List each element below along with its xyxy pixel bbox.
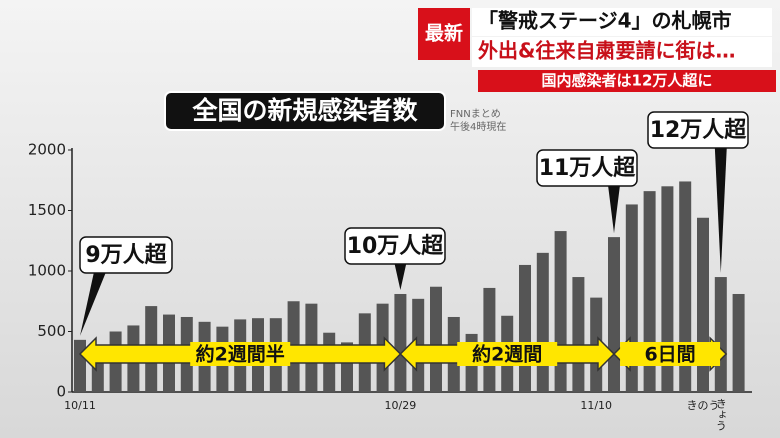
x-tick-label: きょう [714, 398, 727, 431]
headline-2: 外出&往来自粛要請に街は… [478, 39, 735, 63]
bar [661, 186, 674, 392]
bar [483, 287, 496, 392]
callout-pointer [80, 272, 106, 336]
callout-box [344, 227, 446, 265]
span-label-bg [457, 342, 558, 366]
bar [554, 231, 567, 392]
headline-box [472, 8, 772, 36]
headline-box [472, 37, 772, 67]
note: 午後4時現在 [450, 120, 506, 133]
y-tick-label: 1000 [28, 262, 66, 280]
y-tick-label: 1500 [28, 201, 66, 219]
tag-box [418, 8, 470, 60]
x-tick-label: 10/11 [64, 399, 96, 412]
bar [74, 339, 86, 392]
tag: 最新 [425, 22, 463, 45]
bar [732, 293, 745, 392]
bar [643, 191, 656, 392]
headline-1: 「警戒ステージ4」の札幌市 [478, 9, 732, 33]
y-tick-label: 0 [56, 383, 66, 401]
span-label-bg [620, 342, 721, 366]
x-tick-label: 11/10 [580, 399, 612, 412]
x-tick-label: きのう [687, 399, 720, 412]
bar [519, 264, 531, 392]
x-tick-label: 10/29 [385, 399, 417, 412]
bar [572, 277, 585, 392]
callout-box [647, 111, 749, 149]
bar [536, 252, 549, 392]
callout-label: 9万人超 [85, 243, 167, 268]
y-tick-label: 2000 [28, 141, 66, 159]
source: FNNまとめ [450, 108, 501, 120]
callout-pointer [714, 147, 727, 274]
span-label: 約2週間半 [196, 343, 285, 366]
bar [394, 293, 407, 392]
span-label: 約2週間 [472, 343, 542, 366]
bar [430, 286, 442, 392]
callout-box [536, 149, 638, 187]
y-tick-label: 500 [37, 322, 66, 340]
bar [608, 237, 620, 392]
callout-label: 10万人超 [347, 234, 445, 259]
title-box [164, 91, 446, 131]
callout-label: 11万人超 [539, 156, 637, 181]
span-label: 6日間 [644, 344, 695, 366]
callout-label: 12万人超 [650, 118, 748, 143]
callout-box [79, 236, 173, 274]
callout-pointer [608, 185, 620, 234]
span-label-bg [190, 342, 291, 366]
bar [714, 277, 727, 392]
sub-box [478, 70, 776, 92]
sub-headline: 国内感染者は12万人超に [542, 72, 713, 90]
callout-pointer [394, 263, 407, 290]
bar [679, 181, 692, 392]
chart-title: 全国の新規感染者数 [191, 96, 418, 125]
